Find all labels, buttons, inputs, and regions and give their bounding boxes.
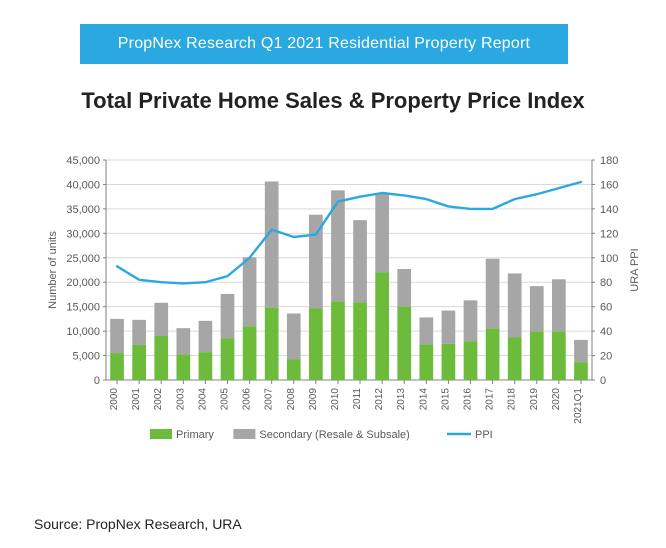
y-left-tick: 40,000	[66, 179, 100, 191]
bar-secondary	[419, 317, 433, 344]
x-tick-label: 2007	[264, 388, 275, 411]
y-right-tick: 180	[600, 155, 618, 167]
bar-secondary	[132, 320, 146, 345]
x-tick-label: 2017	[485, 388, 496, 411]
bar-secondary	[287, 314, 301, 360]
bar-secondary	[154, 303, 168, 336]
y-left-tick: 5,000	[72, 351, 100, 363]
bar-primary	[397, 307, 411, 380]
bar-secondary	[221, 294, 235, 338]
y-left-tick: 10,000	[66, 326, 100, 338]
chart-source: Source: PropNex Research, URA	[34, 516, 242, 532]
chart-svg: 0 5,000 10,000 15,000 20,000 25,000 30,000 35,0…	[40, 150, 640, 490]
report-banner: PropNex Research Q1 2021 Residential Pro…	[80, 24, 568, 64]
x-tick-label: 2002	[153, 388, 164, 411]
bar-secondary	[110, 319, 124, 353]
y-right-tick: 80	[600, 277, 612, 289]
bar-primary	[243, 326, 257, 380]
y-left-tick: 45,000	[66, 155, 100, 167]
bar-primary	[199, 352, 213, 380]
bar-primary	[486, 329, 500, 380]
bar-secondary	[508, 273, 522, 337]
bar-secondary	[176, 328, 190, 354]
x-tick-label: 2020	[551, 388, 562, 411]
x-tick-label: 2003	[175, 388, 186, 411]
x-tick-label: 2008	[286, 388, 297, 411]
bar-primary	[508, 337, 522, 380]
legend-label: Primary	[176, 429, 214, 441]
x-tick-label: 2018	[507, 388, 518, 411]
y-right-tick: 20	[600, 351, 612, 363]
bar-secondary	[353, 220, 367, 302]
chart-title: Total Private Home Sales & Property Pric…	[0, 88, 666, 114]
bar-primary	[132, 345, 146, 380]
bar-primary	[353, 302, 367, 380]
bar-secondary	[265, 182, 279, 308]
y-right-tick: 120	[600, 228, 618, 240]
y-left-label: Number of units	[47, 231, 59, 309]
x-tick-label: 2009	[308, 388, 319, 411]
legend-label: PPI	[475, 429, 493, 441]
y-right-tick: 140	[600, 204, 618, 216]
bar-secondary	[486, 259, 500, 329]
bar-primary	[221, 338, 235, 380]
x-tick-label: 2001	[131, 388, 142, 411]
x-tick-label: 2004	[197, 388, 208, 411]
bar-primary	[375, 272, 389, 380]
y-left-tick: 25,000	[66, 253, 100, 265]
y-right-tick: 0	[600, 375, 606, 387]
bar-primary	[419, 344, 433, 380]
bar-secondary	[375, 194, 389, 272]
y-right-tick: 100	[600, 253, 618, 265]
bar-primary	[176, 355, 190, 380]
report-banner-text: PropNex Research Q1 2021 Residential Pro…	[118, 35, 530, 53]
y-left-tick: 15,000	[66, 302, 100, 314]
bar-secondary	[442, 311, 456, 344]
y-right-tick: 40	[600, 326, 612, 338]
y-left-tick: 30,000	[66, 228, 100, 240]
bar-primary	[464, 341, 478, 380]
x-tick-label: 2010	[330, 388, 341, 411]
bar-primary	[552, 332, 566, 380]
bar-secondary	[243, 257, 257, 326]
y-right-tick: 60	[600, 302, 612, 314]
bar-primary	[331, 301, 345, 380]
x-tick-label: 2006	[242, 388, 253, 411]
bar-primary	[265, 308, 279, 380]
bar-primary	[574, 362, 588, 380]
x-tick-label: 2011	[352, 388, 363, 410]
x-tick-label: 2016	[463, 388, 474, 411]
bar-secondary	[199, 321, 213, 352]
bar-primary	[530, 332, 544, 380]
x-tick-label: 2021Q1	[573, 388, 584, 424]
x-tick-label: 2014	[418, 388, 429, 411]
y-left-tick: 0	[94, 375, 100, 387]
x-tick-label: 2013	[396, 388, 407, 411]
chart-container: 0 5,000 10,000 15,000 20,000 25,000 30,000 35,0…	[40, 150, 640, 495]
bar-primary	[154, 336, 168, 380]
bar-secondary	[530, 286, 544, 331]
y-left-tick: 35,000	[66, 204, 100, 216]
x-tick-label: 2000	[109, 388, 120, 411]
bar-secondary	[574, 340, 588, 362]
y-right-tick: 160	[600, 179, 618, 191]
bar-primary	[442, 344, 456, 380]
bar-primary	[309, 308, 323, 380]
x-tick-label: 2015	[440, 388, 451, 411]
bar-secondary	[464, 300, 478, 341]
legend-swatch	[233, 429, 255, 439]
bar-primary	[110, 353, 124, 380]
y-left-tick: 20,000	[66, 277, 100, 289]
legend-swatch	[150, 429, 172, 439]
x-tick-label: 2005	[220, 388, 231, 411]
y-right-label: URA PPI	[629, 248, 640, 291]
bar-secondary	[397, 269, 411, 307]
x-tick-label: 2012	[374, 388, 385, 411]
bar-primary	[287, 359, 301, 380]
legend-label: Secondary (Resale & Subsale)	[259, 429, 409, 441]
x-tick-label: 2019	[529, 388, 540, 411]
bar-secondary	[552, 279, 566, 331]
